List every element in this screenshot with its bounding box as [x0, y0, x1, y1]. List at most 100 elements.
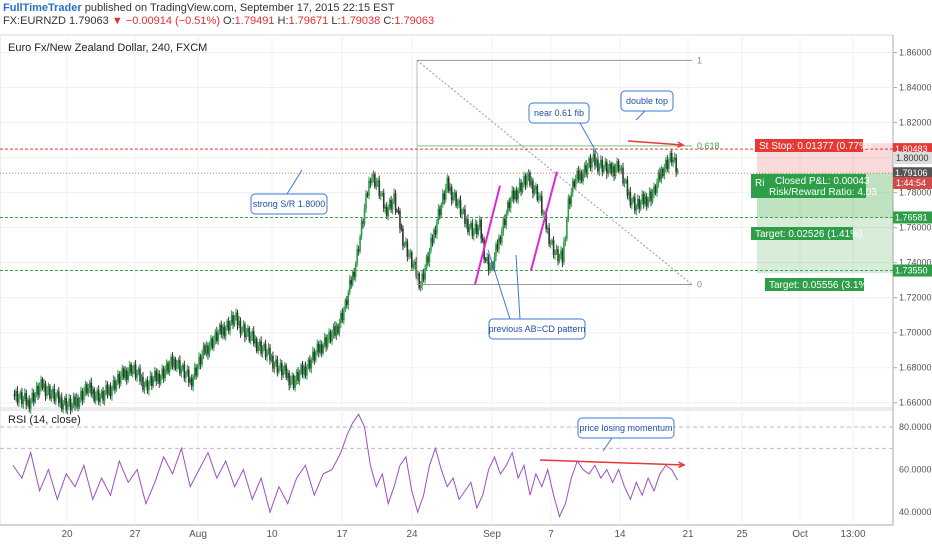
candle-body	[564, 239, 567, 242]
candle-body	[634, 197, 636, 211]
candle-body	[666, 159, 669, 170]
candle-body	[650, 191, 652, 202]
candle-body	[170, 357, 172, 365]
candle-body	[295, 371, 298, 380]
candle-body	[153, 371, 156, 379]
target1-label: Target: 0.02526 (1.41%)	[755, 229, 862, 240]
x-tick-label: 10	[266, 529, 278, 540]
candle-body	[145, 380, 147, 386]
candle-body	[213, 339, 215, 348]
candle-body	[591, 159, 593, 168]
price-badge	[893, 167, 932, 180]
candle-body	[165, 362, 168, 371]
candle-body	[46, 391, 48, 396]
candle-body	[282, 370, 285, 376]
candle-body	[453, 192, 456, 197]
candle-body	[377, 180, 379, 183]
candle-body	[158, 373, 161, 384]
candle-body	[114, 380, 116, 390]
candle-body	[542, 212, 545, 214]
candle-body	[244, 324, 246, 338]
candle-body	[211, 338, 214, 348]
candle-body	[554, 252, 556, 255]
candle-body	[43, 383, 45, 389]
candle-body	[297, 371, 299, 382]
candle-body	[180, 369, 183, 374]
candle-body	[190, 378, 193, 387]
author-link[interactable]: FullTimeTrader	[3, 2, 82, 14]
candle-body	[99, 396, 101, 403]
candle-body	[523, 175, 525, 184]
candle-body	[24, 393, 26, 399]
candle-body	[613, 166, 615, 176]
low-value: 1.79038	[340, 15, 381, 27]
candle-body	[477, 226, 480, 235]
candle-body	[226, 320, 228, 329]
candle-body	[187, 369, 190, 383]
candle-body	[348, 279, 351, 293]
candle-body	[28, 399, 31, 409]
stop-label-box	[755, 139, 863, 152]
open-value: 1.79491	[234, 15, 275, 27]
candle-body	[239, 320, 242, 334]
candle-body	[53, 388, 56, 402]
y-tick-label: 1.76000	[899, 223, 932, 233]
rsi-tick-label: 80.0000	[899, 422, 932, 432]
candle-body	[139, 368, 141, 382]
candle-body	[499, 237, 502, 243]
candle-body	[267, 347, 270, 353]
candle-body	[648, 191, 651, 199]
candle-body	[436, 221, 438, 235]
candle-body	[461, 212, 463, 215]
candle-body	[314, 352, 317, 361]
candle-body	[651, 193, 654, 202]
candle-body	[458, 200, 460, 204]
candle-body	[241, 329, 243, 334]
close-label: C:	[383, 15, 395, 27]
candle-body	[109, 386, 112, 396]
price-badge-label: 1.76581	[895, 212, 928, 222]
candle-body	[560, 250, 562, 256]
candle-body	[254, 338, 257, 344]
y-tick-label: 1.84000	[899, 83, 932, 93]
candle-body	[589, 158, 592, 168]
candle-body	[455, 192, 457, 206]
candle-body	[218, 324, 221, 333]
symbol[interactable]: FX:EURNZD	[3, 15, 66, 27]
candle-body	[306, 367, 308, 376]
candle-body	[416, 273, 419, 277]
candle-body	[185, 373, 187, 379]
candle-body	[600, 159, 602, 166]
candle-body	[72, 396, 75, 405]
candle-body	[192, 377, 194, 387]
candle-body	[40, 379, 42, 388]
candle-body	[111, 388, 113, 396]
candle-body	[622, 167, 624, 184]
candle-body	[47, 386, 50, 392]
candle-body	[167, 362, 169, 373]
callout-abcd-box	[488, 318, 586, 340]
candle-body	[273, 364, 276, 369]
candle-body	[338, 323, 341, 334]
candle-body	[80, 391, 82, 400]
candle-body	[63, 398, 66, 404]
candle-body	[642, 194, 645, 204]
candle-body	[365, 193, 367, 209]
candle-body	[433, 229, 435, 243]
candle-body	[298, 373, 301, 382]
x-tick-label: 25	[736, 529, 748, 540]
candle-body	[26, 399, 29, 406]
candle-body	[261, 348, 264, 354]
closed-pl-label: Closed P&L: 0.00043	[775, 176, 870, 187]
candle-body	[146, 380, 149, 391]
candle-body	[340, 312, 342, 324]
candle-body	[106, 384, 109, 395]
candle-body	[604, 161, 607, 167]
candle-body	[382, 192, 385, 209]
momentum-arrow-head	[678, 461, 686, 469]
candle-body	[362, 221, 364, 224]
candle-body	[37, 385, 39, 396]
candle-body	[639, 201, 642, 210]
candle-body	[344, 300, 347, 311]
